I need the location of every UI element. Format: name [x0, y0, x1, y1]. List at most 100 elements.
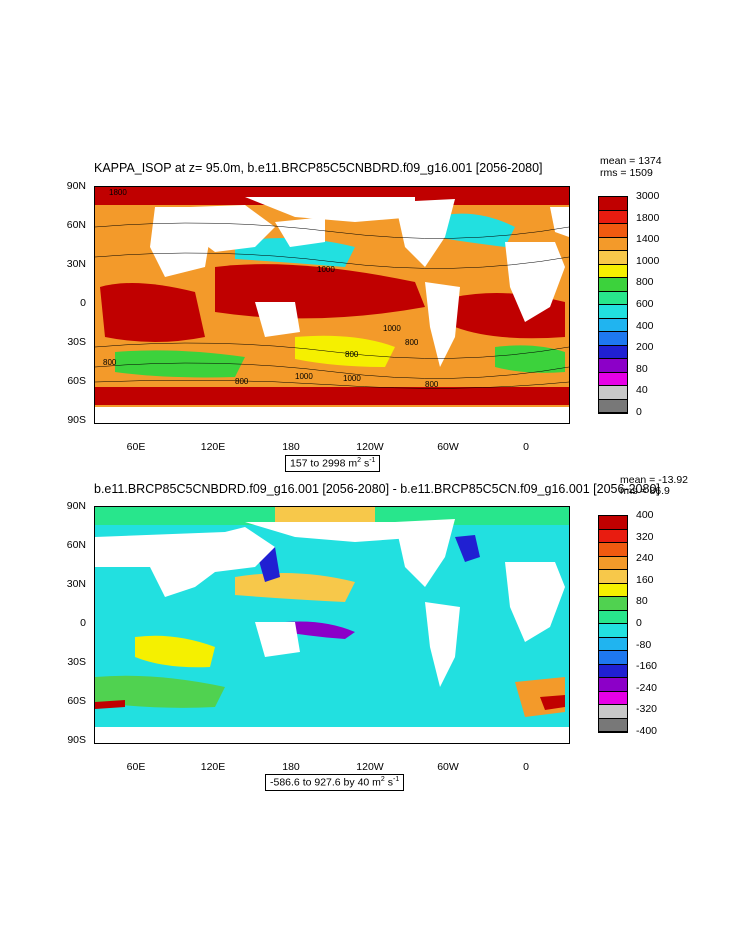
- south-atlantic-green: [495, 345, 565, 373]
- panel2-mean: mean = -13.92: [620, 474, 689, 486]
- npacific-cyan: [235, 238, 355, 267]
- panel2-lat-30s: 30S: [67, 656, 86, 668]
- panel1-range-unit-sup: -1: [369, 457, 376, 464]
- colorbar-label: 1400: [636, 233, 660, 246]
- colorbar-swatch: [599, 224, 627, 238]
- land-africa: [505, 242, 565, 322]
- contour-line: [95, 342, 569, 359]
- panel1-map-svg: 1800 1000 1000 800 1000 800 800 1000 800…: [95, 187, 569, 423]
- contour-line: [95, 252, 569, 269]
- south-pacific-yellow: [295, 335, 395, 367]
- indian-yellow: [135, 635, 215, 668]
- panel1-lat-90n: 90N: [66, 180, 86, 192]
- panel2-lon-0: 0: [523, 761, 529, 773]
- contour-line: [95, 362, 569, 379]
- panel1-rms: rms = 1509: [600, 167, 653, 179]
- colorbar-label: -400: [636, 725, 658, 737]
- contour-label: 1000: [317, 265, 335, 274]
- panel2-map: [94, 506, 570, 744]
- land-siberia: [245, 522, 425, 542]
- panel1-lat-60s: 60S: [67, 375, 86, 387]
- colorbar-label: 240: [636, 552, 654, 565]
- colorbar-label: 160: [636, 573, 654, 586]
- panel1-lon-0: 0: [523, 441, 529, 453]
- land-siberia: [245, 197, 415, 222]
- colorbar-swatch: [599, 637, 627, 651]
- panel2-lon-120e: 120E: [200, 761, 226, 773]
- land-africa: [505, 562, 565, 642]
- colorbar-swatch: [599, 278, 627, 292]
- panel1-mean: mean = 1374: [600, 155, 662, 167]
- colorbar-label: -160: [636, 660, 658, 673]
- panel2-colorbar: [598, 515, 628, 733]
- land-south-america: [425, 282, 460, 367]
- panel2-map-svg: [95, 507, 569, 743]
- panel1-lat-90s: 90S: [67, 414, 86, 426]
- panel2-lat-60s: 60S: [67, 695, 86, 707]
- colorbar-swatch: [599, 332, 627, 346]
- colorbar-label: 600: [636, 298, 654, 310]
- land-central-asia: [150, 207, 215, 277]
- colorbar-swatch: [599, 345, 627, 359]
- colorbar-swatch: [599, 718, 627, 732]
- colorbar-swatch: [599, 583, 627, 597]
- land-eurasia: [95, 527, 275, 597]
- colorbar-swatch: [599, 237, 627, 251]
- panel2-lon-60w: 60W: [437, 761, 459, 773]
- natlantic-cyan: [435, 213, 515, 247]
- colorbar-swatch: [599, 372, 627, 386]
- panel1-lat-30n: 30N: [66, 258, 86, 270]
- contour-line: [95, 379, 569, 389]
- panel1-lat-60n: 60N: [66, 219, 86, 231]
- south-indian-green: [115, 350, 245, 378]
- colorbar-swatch: [599, 305, 627, 319]
- colorbar-swatch: [599, 678, 627, 692]
- colorbar-swatch: [599, 664, 627, 678]
- colorbar-swatch: [599, 570, 627, 584]
- colorbar-swatch: [599, 597, 627, 611]
- gulfstream-blue: [455, 535, 480, 562]
- colorbar-swatch: [599, 705, 627, 719]
- panel2-range-unit-sup: -1: [392, 776, 400, 783]
- panel2-range-unit: s: [384, 776, 393, 789]
- land-antarctica: [95, 727, 569, 743]
- panel1-lat-30s: 30S: [67, 336, 86, 348]
- panel1-lon-120e: 120E: [200, 441, 226, 453]
- contour-label: 1800: [109, 188, 127, 197]
- colorbar-swatch: [599, 210, 627, 224]
- colorbar-swatch: [599, 624, 627, 638]
- colorbar-swatch: [599, 251, 627, 265]
- colorbar-label: 0: [636, 406, 642, 418]
- colorbar-swatch: [599, 359, 627, 373]
- contour-label: 800: [235, 377, 249, 386]
- panel1-range-sup: 2: [357, 457, 362, 464]
- colorbar-label: 80: [636, 595, 648, 608]
- panel1-lon-120w: 120W: [356, 441, 384, 453]
- colorbar-swatch: [599, 529, 627, 543]
- panel2-lon-60e: 60E: [126, 761, 146, 773]
- south-atlantic-red: [540, 695, 565, 710]
- land-east-asia: [275, 217, 325, 247]
- panel2-range-box: -586.6 to 927.6 by 40 m2 s-1: [265, 774, 405, 791]
- equatorial-purple: [285, 621, 355, 639]
- panel2-lon-120w: 120W: [356, 761, 384, 773]
- land-australia: [255, 622, 300, 657]
- panel2-lat-0: 0: [80, 617, 86, 629]
- panel1-lon-60w: 60W: [437, 441, 459, 453]
- colorbar-swatch: [599, 399, 627, 413]
- southwest-red: [95, 700, 125, 709]
- colorbar-swatch: [599, 264, 627, 278]
- colorbar-swatch: [599, 386, 627, 400]
- colorbar-label: -320: [636, 703, 658, 716]
- colorbar-label: 800: [636, 276, 654, 289]
- colorbar-swatch: [599, 543, 627, 557]
- contour-label: 1000: [295, 372, 313, 381]
- panel2-lat-90n: 90N: [66, 500, 86, 512]
- panel2-rms: rms = 86.9: [620, 485, 670, 497]
- colorbar-swatch: [599, 197, 627, 211]
- panel2-lon-180: 180: [282, 761, 300, 773]
- contour-label: 800: [103, 358, 117, 367]
- panel2-range-sup: 2: [380, 776, 385, 783]
- panel1-range-box: 157 to 2998 m2 s-1: [285, 455, 381, 472]
- colorbar-label: 1800: [636, 211, 660, 224]
